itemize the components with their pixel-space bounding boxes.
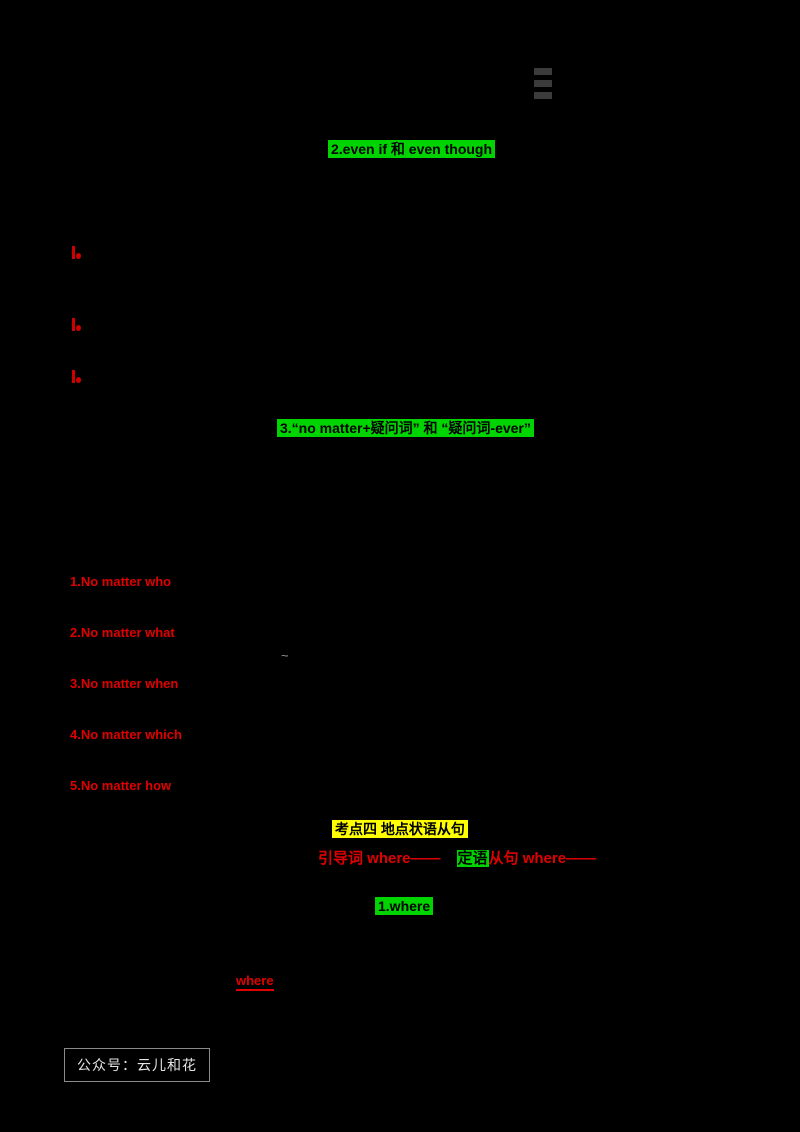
list-item-no-matter-who: 1.No matter who [70, 574, 172, 589]
red-marker [72, 370, 84, 383]
heading-no-matter: 3.“no matter+疑问词” 和 “疑问词-ever” [277, 419, 534, 437]
list-item-no-matter-when: 3.No matter when [70, 676, 179, 691]
corner-note-line [534, 80, 552, 87]
where-underlined-word: where [236, 973, 274, 991]
guide-line-tail: 从句 where—— [488, 850, 597, 867]
heading-where: 1.where [375, 897, 434, 915]
list-item-no-matter-which: 4.No matter which [70, 727, 182, 742]
red-marker [72, 318, 84, 331]
corner-note-line [534, 92, 552, 99]
watermark-box: 公众号：云儿和花 [64, 1048, 210, 1082]
list-item-no-matter-how: 5.No matter how [70, 778, 172, 793]
list-item-no-matter-what: 2.No matter what [70, 625, 175, 640]
red-marker [72, 246, 84, 259]
heading-even-if: 2.even if 和 even though [328, 140, 496, 158]
guide-line-highlight: 定语 [456, 850, 489, 867]
heading-kaodian-four: 考点四 地点状语从句 [332, 820, 468, 838]
guide-line-lead: 引导词 where—— [318, 850, 441, 867]
guide-line: 引导词 where—— 定语从句 where—— [318, 847, 596, 868]
tilde-mark: ~ [281, 648, 289, 663]
corner-note [534, 68, 552, 104]
corner-note-line [534, 68, 552, 75]
